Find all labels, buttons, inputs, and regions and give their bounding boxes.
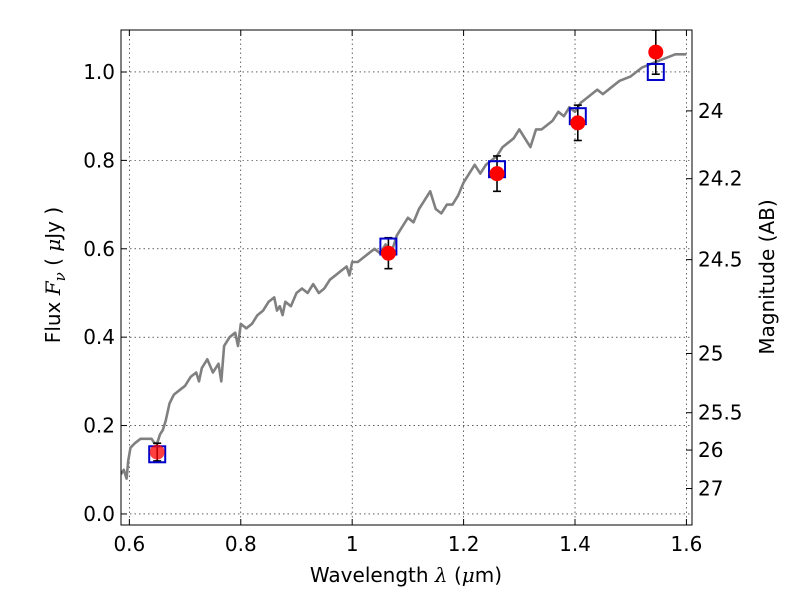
observed-flux-point (570, 115, 586, 131)
y-tick-label: 0.4 (83, 325, 115, 349)
observed-flux-point (489, 166, 505, 182)
mag-tick-label: 26 (698, 438, 723, 462)
y-tick-label: 0.8 (83, 148, 115, 172)
mag-tick-label: 25 (698, 341, 723, 365)
y-tick-label: 0.0 (83, 502, 115, 526)
observed-flux-point (648, 44, 664, 60)
x-axis-title: Wavelength λ (μm) (310, 563, 502, 587)
y-tick-label: 0.2 (83, 414, 115, 438)
mag-tick-label: 24 (698, 99, 723, 123)
observed-flux-point (380, 245, 396, 261)
y-axis-title: Flux Fν ( μJy ) (41, 207, 69, 343)
model-spectrum (121, 53, 687, 480)
data-points (148, 30, 665, 464)
model-photometry-point (646, 62, 665, 81)
x-tick-label: 1.4 (559, 532, 591, 556)
mag-tick-label: 24.2 (698, 167, 743, 191)
x-tick-label: 1.2 (448, 532, 480, 556)
y-tick-label: 0.6 (83, 237, 115, 261)
x-tick-label: 0.6 (113, 532, 145, 556)
plot-frame (120, 29, 693, 526)
observed-flux-point (149, 444, 165, 460)
grid-lines (121, 30, 692, 525)
mag-tick-label: 27 (698, 477, 723, 501)
mag-tick-label: 24.5 (698, 248, 743, 272)
model-spectrum-line (121, 53, 687, 480)
x-tick-label: 1.6 (671, 532, 703, 556)
y-tick-label: 1.0 (83, 60, 115, 84)
x-tick-label: 1 (346, 532, 359, 556)
x-tick-label: 0.8 (225, 532, 257, 556)
axis-ticks: 0.6 0.8 1 1.2 1.4 1.6 0.0 0.2 0.4 0.6 0.8 1.0 24 24.2… (83, 30, 743, 556)
magnitude-axis-title: Magnitude (AB) (755, 199, 779, 354)
mag-tick-label: 25.5 (698, 401, 743, 425)
